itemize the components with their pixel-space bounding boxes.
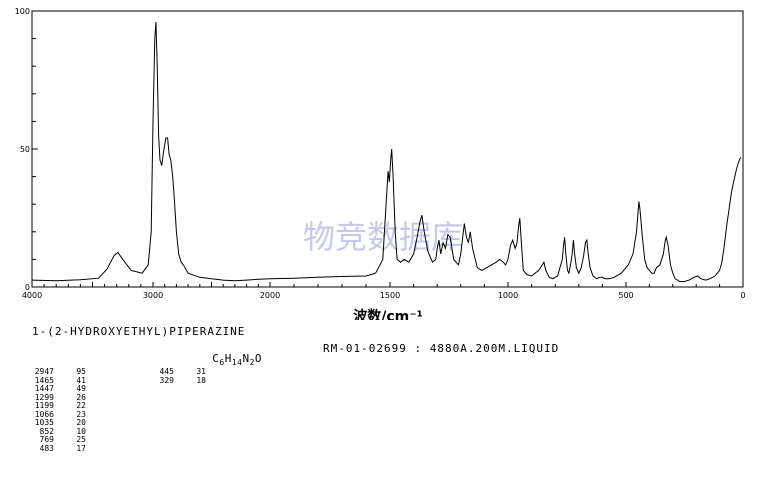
peak-wavenumber: 1035: [34, 418, 54, 427]
peak-row: 769 25: [30, 435, 86, 445]
peak-row: 1199 22: [30, 401, 86, 411]
peak-intensity: 31: [196, 367, 206, 376]
compound-name: 1-(2-HYDROXYETHYL)PIPERAZINE: [32, 325, 246, 338]
peak-wavenumber: 445: [159, 367, 174, 376]
peak-row: 1447 49: [30, 384, 86, 394]
peak-intensity: 20: [76, 418, 86, 427]
peak-intensity: 95: [76, 367, 86, 376]
y-tick-label: 50: [20, 145, 30, 154]
peak-wavenumber: 1465: [34, 375, 54, 385]
peak-intensity: 10: [76, 426, 86, 436]
x-axis-label: 波数/cm⁻¹: [353, 308, 423, 320]
x-tick-label: 1500: [380, 291, 400, 300]
peak-row: 1299 26: [30, 392, 86, 403]
x-tick-label: 3000: [143, 291, 163, 300]
peak-wavenumber: 1447: [34, 384, 54, 393]
peak-wavenumber: 852: [39, 426, 54, 436]
peak-wavenumber: 769: [39, 435, 54, 444]
peak-wavenumber: 2947: [34, 367, 54, 376]
spectrum-line: [31, 21, 742, 282]
y-tick-label: 100: [15, 7, 30, 16]
peak-intensity: 22: [76, 401, 86, 410]
peak-wavenumber: 1199: [34, 401, 54, 410]
peak-wavenumber: 329: [159, 375, 174, 385]
x-tick-label: 500: [618, 291, 633, 300]
peak-wavenumber: 1299: [34, 392, 54, 402]
peak-row: 483 17: [30, 443, 86, 454]
y-tick-label: 0: [25, 283, 30, 292]
peak-table-column-2: 445 31 329 18: [150, 367, 206, 386]
peak-intensity: 26: [76, 392, 86, 402]
peak-wavenumber: 483: [39, 443, 54, 453]
peak-intensity: 25: [76, 435, 86, 444]
y-axis: 0 50 100: [15, 7, 38, 292]
peak-intensity: 23: [76, 409, 86, 419]
peak-row: 329 18: [150, 375, 206, 386]
peak-intensity: 41: [76, 375, 86, 385]
peak-table-column-1: 2947 95 1465 41 1447 49 1299 26 1199 22 1066 23 1035…: [30, 367, 86, 454]
molecular-formula: C6H14N2O: [212, 352, 263, 368]
peak-intensity: 17: [76, 443, 86, 453]
peak-row: 1066 23: [30, 409, 86, 420]
x-tick-label: 2000: [260, 291, 280, 300]
x-tick-label: 1000: [498, 291, 518, 300]
peak-row: 852 10: [30, 426, 86, 437]
x-axis: 4000 3000 2000 1500 1000 500 0: [22, 282, 746, 300]
peak-row: 1035 20: [30, 418, 86, 428]
peak-row: 1465 41: [30, 375, 86, 386]
record-info: RM-01-02699 : 4880A.200M.LIQUID: [323, 342, 560, 355]
peak-intensity: 18: [196, 375, 206, 385]
peak-row: 2947 95: [30, 367, 86, 377]
x-tick-label: 4000: [22, 291, 42, 300]
peak-wavenumber: 1066: [34, 409, 54, 419]
peak-intensity: 49: [76, 384, 86, 393]
x-tick-label: 0: [740, 291, 745, 300]
peak-row: 445 31: [150, 367, 206, 377]
